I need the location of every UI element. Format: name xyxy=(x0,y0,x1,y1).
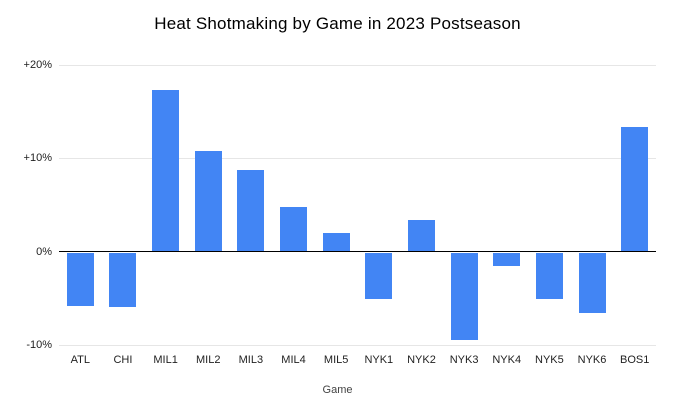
bar-nyk1 xyxy=(365,252,393,300)
y-tick-label: +10% xyxy=(23,152,52,165)
x-axis-title: Game xyxy=(322,384,353,396)
bar-nyk2 xyxy=(407,219,435,252)
x-tick-label: MIL1 xyxy=(153,354,178,366)
x-tick-label: ATL xyxy=(70,354,90,366)
x-tick-label: NYK2 xyxy=(407,354,436,366)
bar-nyk6 xyxy=(578,252,606,314)
bar-mil1 xyxy=(152,90,180,252)
y-tick-label: 0% xyxy=(36,245,52,258)
bar-nyk5 xyxy=(535,252,563,300)
bar-mil5 xyxy=(322,233,350,252)
bar-mil4 xyxy=(280,206,308,252)
x-tick-label: MIL5 xyxy=(323,354,349,366)
bar-mil2 xyxy=(194,150,222,252)
x-tick-label: CHI xyxy=(113,354,133,366)
x-tick-label: NYK1 xyxy=(364,354,394,366)
gridline xyxy=(59,345,656,346)
x-tick-label: NYK6 xyxy=(577,354,607,366)
x-tick-label: NYK4 xyxy=(492,354,522,366)
x-tick-label: MIL3 xyxy=(238,354,264,366)
y-tick-label: +20% xyxy=(23,59,52,71)
zero-axis-line xyxy=(59,251,656,253)
bar-bos1 xyxy=(621,126,649,252)
x-tick-label: MIL2 xyxy=(196,354,221,366)
gridline xyxy=(59,65,656,66)
x-tick-label: NYK5 xyxy=(535,354,564,366)
y-tick-label: -10% xyxy=(26,339,52,351)
x-tick-label: NYK3 xyxy=(449,354,479,366)
x-tick-label: MIL4 xyxy=(281,354,306,366)
x-axis-labels: ATL CHI MIL1 MIL2 MIL3 MIL4 MIL5 NYK1 NYK2 NYK3 NY… xyxy=(59,353,656,369)
bar-nyk4 xyxy=(493,252,521,266)
plot-area xyxy=(59,65,656,346)
x-tick-label: BOS1 xyxy=(619,354,650,366)
bar-atl xyxy=(66,252,94,306)
gridline xyxy=(59,158,656,160)
bar-mil3 xyxy=(237,170,265,252)
bar-chi xyxy=(109,252,137,307)
bar-nyk3 xyxy=(450,252,478,341)
chart-title: Heat Shotmaking by Game in 2023 Postseas… xyxy=(154,14,521,33)
